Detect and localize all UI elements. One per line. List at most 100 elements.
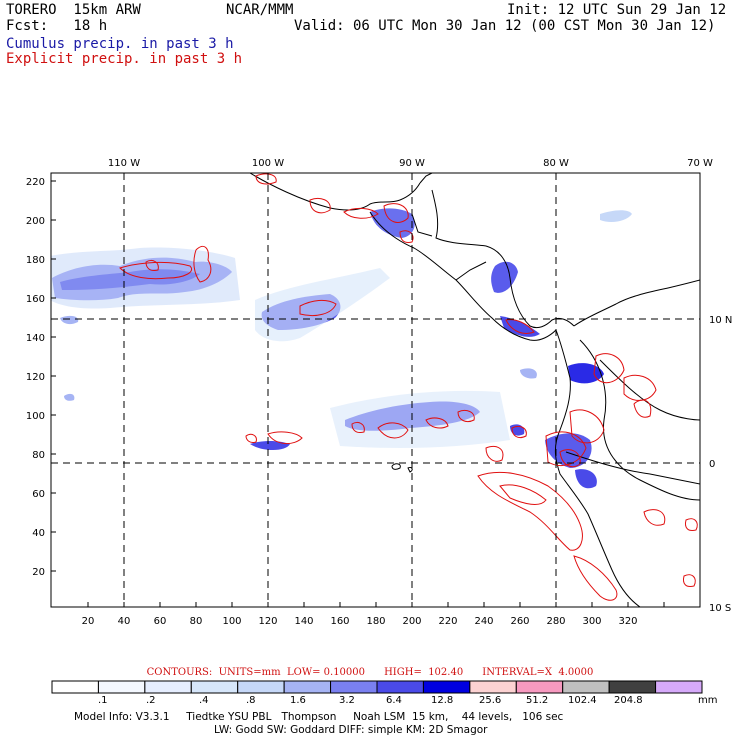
x-tick: 300 — [582, 616, 601, 627]
contour-colombia-4 — [569, 409, 605, 444]
contour-bolivia — [643, 509, 666, 526]
legend-cumulus: Cumulus precip. in past 3 h — [6, 36, 234, 52]
colorbar-box — [237, 680, 285, 694]
contour-itcz-7 — [485, 446, 504, 462]
contour-west-band-2 — [193, 245, 212, 283]
colorbar-box — [608, 680, 657, 694]
contour-guatemala — [383, 203, 409, 223]
contour-peru-south — [573, 555, 618, 601]
colorbar-box — [283, 680, 332, 694]
cumulus-small-5 — [520, 368, 537, 379]
lat-label-10n: 10 N — [709, 315, 732, 326]
x-tick: 40 — [118, 616, 131, 627]
colorbar-box — [144, 680, 192, 694]
y-tick: 140 — [26, 333, 45, 344]
explicit-precip-contours — [119, 173, 698, 601]
y-tick-labels: 20 40 60 80 100 120 140 160 180 200 220 — [26, 177, 45, 578]
cbar-label: .4 — [199, 695, 209, 706]
cbar-units: mm — [698, 695, 718, 706]
colorbar-box — [515, 680, 564, 694]
y-tick: 180 — [26, 255, 45, 266]
x-tick: 120 — [258, 616, 277, 627]
contour-ecuador-2 — [559, 449, 581, 468]
y-tick: 60 — [32, 489, 45, 500]
y-tick: 80 — [32, 450, 45, 461]
contour-mexico-1 — [255, 173, 277, 185]
x-tick: 140 — [294, 616, 313, 627]
x-tick: 180 — [366, 616, 385, 627]
coast-south-america-pacific — [554, 329, 641, 607]
top-lon-labels: 110 W 100 W 90 W 80 W 70 W — [108, 158, 713, 169]
contour-small-east — [685, 518, 698, 531]
coast-galapagos — [391, 463, 413, 473]
coast-mexico-south — [249, 173, 421, 211]
contour-itcz-1 — [245, 433, 257, 443]
y-tick: 100 — [26, 411, 45, 422]
contour-mexico-2 — [309, 197, 331, 214]
cumulus-small-3 — [600, 210, 632, 222]
contour-panama — [505, 319, 535, 334]
colorbar-box — [469, 680, 517, 694]
cumulus-itcz-light — [330, 390, 510, 448]
y-tick: 120 — [26, 372, 45, 383]
legend-explicit: Explicit precip. in past 3 h — [6, 51, 243, 67]
cbar-label: 25.6 — [479, 695, 502, 706]
contour-100w-band — [299, 299, 337, 317]
colorbar-box — [97, 680, 146, 694]
border-central-1 — [411, 213, 433, 237]
x-tick: 160 — [330, 616, 349, 627]
y-tick: 220 — [26, 177, 45, 188]
contour-colombia-3 — [633, 399, 652, 418]
valid-time: Valid: 06 UTC Mon 30 Jan 12 (00 CST Mon … — [294, 18, 716, 34]
contour-colombia-2 — [623, 374, 657, 401]
cumulus-peru — [575, 469, 597, 489]
lon-label-80w: 80 W — [543, 158, 569, 169]
colorbar-box — [51, 680, 99, 694]
cumulus-small-6 — [60, 315, 79, 325]
model-physics: LW: Godd SW: Goddard DIFF: simple KM: 2D… — [214, 724, 488, 736]
y-tick: 160 — [26, 294, 45, 305]
colorbar — [51, 680, 703, 694]
colorbar-box — [376, 680, 424, 694]
cbar-label: 102.4 — [568, 695, 597, 706]
y-tick: 40 — [32, 528, 45, 539]
cbar-label: 3.2 — [339, 695, 355, 706]
cumulus-cluster-100w-light — [255, 268, 390, 342]
coast-central-america-caribbean — [431, 189, 575, 329]
graticule — [51, 173, 700, 607]
border-ecuador-peru — [565, 451, 700, 485]
contour-itcz-5 — [425, 417, 449, 429]
cbar-label: .8 — [246, 695, 256, 706]
x-tick-labels: 20 40 60 80 100 120 140 160 180 200 220 … — [82, 616, 638, 627]
colorbar-box — [655, 680, 703, 694]
model-name: TORERO 15km ARW — [6, 2, 141, 18]
contour-peru-inner — [499, 484, 547, 505]
cbar-label: 6.4 — [386, 695, 402, 706]
right-lat-labels: 10 N 0 10 S — [709, 315, 732, 614]
colorbar-box — [190, 680, 239, 694]
x-tick: 100 — [222, 616, 241, 627]
organization: NCAR/MMM — [226, 2, 294, 18]
cumulus-small-4 — [250, 441, 290, 450]
lat-label-0: 0 — [709, 459, 715, 470]
lat-label-10s: 10 S — [709, 603, 731, 614]
colorbar-box — [422, 680, 471, 694]
border-andes — [579, 339, 700, 501]
border-colombia-venezuela — [599, 359, 700, 421]
contour-colombia-1 — [593, 353, 625, 384]
frame-ticks — [51, 180, 665, 607]
contour-itcz-2 — [267, 431, 303, 444]
cumulus-small-1 — [64, 393, 75, 401]
contour-mexico-3 — [343, 207, 379, 219]
contour-itcz-4 — [377, 422, 409, 439]
map-frame — [50, 172, 701, 608]
contour-west-band — [119, 261, 192, 280]
coast-central-america-pacific — [369, 211, 557, 341]
y-tick: 20 — [32, 567, 45, 578]
contour-peru-coast — [477, 471, 583, 551]
cbar-label: .2 — [146, 695, 156, 706]
colorbar-box — [562, 680, 610, 694]
x-tick: 60 — [154, 616, 167, 627]
lon-label-70w: 70 W — [687, 158, 713, 169]
